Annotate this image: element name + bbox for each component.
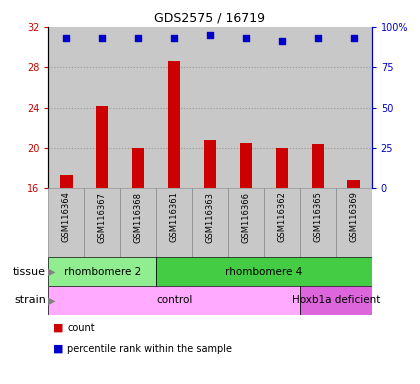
Bar — [300, 188, 336, 257]
Bar — [192, 27, 228, 188]
Text: ▶: ▶ — [48, 295, 55, 306]
Bar — [84, 27, 120, 188]
Bar — [120, 27, 156, 188]
Bar — [156, 27, 192, 188]
Point — [135, 35, 142, 41]
Point — [99, 35, 105, 41]
Bar — [60, 175, 73, 188]
Bar — [312, 144, 324, 188]
Text: GSM116365: GSM116365 — [313, 192, 322, 242]
Point — [350, 35, 357, 41]
Bar — [264, 27, 300, 188]
Text: GSM116361: GSM116361 — [170, 192, 178, 242]
Bar — [156, 257, 372, 286]
Bar — [264, 188, 300, 257]
Bar — [300, 286, 372, 315]
Bar — [240, 143, 252, 188]
Text: control: control — [156, 295, 192, 306]
Bar — [132, 148, 144, 188]
Text: strain: strain — [14, 295, 46, 306]
Text: percentile rank within the sample: percentile rank within the sample — [67, 344, 232, 354]
Bar — [336, 188, 372, 257]
Text: rhombomere 4: rhombomere 4 — [225, 266, 302, 277]
Bar — [228, 27, 264, 188]
Bar — [96, 106, 108, 188]
Point — [278, 38, 285, 45]
Bar — [168, 61, 180, 188]
Point — [243, 35, 249, 41]
Text: Hoxb1a deficient: Hoxb1a deficient — [291, 295, 380, 306]
Text: ▶: ▶ — [48, 266, 55, 277]
Bar — [120, 188, 156, 257]
Bar — [84, 188, 120, 257]
Text: ■: ■ — [52, 323, 63, 333]
Text: GSM116364: GSM116364 — [62, 192, 71, 242]
Bar — [48, 257, 156, 286]
Text: ■: ■ — [52, 344, 63, 354]
Text: GSM116366: GSM116366 — [241, 192, 250, 243]
Text: GSM116363: GSM116363 — [205, 192, 215, 243]
Text: GSM116367: GSM116367 — [98, 192, 107, 243]
Text: count: count — [67, 323, 95, 333]
Bar — [204, 140, 216, 188]
Point — [63, 35, 70, 41]
Bar — [276, 148, 288, 188]
Bar — [192, 188, 228, 257]
Text: rhombomere 2: rhombomere 2 — [63, 266, 141, 277]
Bar — [48, 286, 300, 315]
Bar — [48, 27, 84, 188]
Bar — [347, 180, 360, 188]
Text: tissue: tissue — [13, 266, 46, 277]
Title: GDS2575 / 16719: GDS2575 / 16719 — [155, 11, 265, 24]
Text: GSM116369: GSM116369 — [349, 192, 358, 242]
Bar — [228, 188, 264, 257]
Bar — [336, 27, 372, 188]
Bar — [300, 27, 336, 188]
Point — [315, 35, 321, 41]
Text: GSM116362: GSM116362 — [277, 192, 286, 242]
Bar — [48, 188, 84, 257]
Point — [207, 32, 213, 38]
Point — [171, 35, 177, 41]
Text: GSM116368: GSM116368 — [134, 192, 143, 243]
Bar — [156, 188, 192, 257]
